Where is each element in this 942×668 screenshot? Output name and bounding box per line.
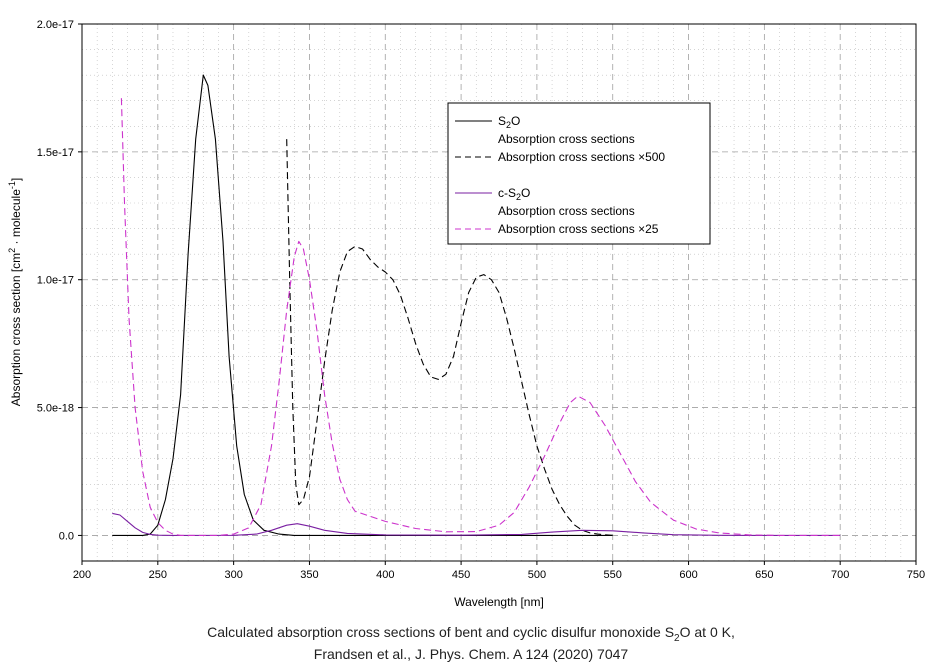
x-axis-label: Wavelength [nm] bbox=[454, 595, 544, 609]
x-axis-ticks: 200 250 300 350 400 450 500 550 600 650 700 750 bbox=[73, 561, 925, 581]
x-tick-label: 400 bbox=[376, 569, 394, 581]
y-axis-ticks: 0.0 5.0e-18 1.0e-17 1.5e-17 2.0e-17 bbox=[37, 19, 82, 542]
legend-group-cs2o: c-S2O bbox=[498, 186, 530, 202]
series-line-1 bbox=[112, 74, 613, 536]
legend-item-s2o-dashed: Absorption cross sections ×500 bbox=[498, 150, 665, 164]
x-tick-label: 750 bbox=[907, 569, 925, 581]
series-line-4 bbox=[120, 98, 841, 536]
x-tick-label: 250 bbox=[149, 569, 167, 581]
x-tick-label: 450 bbox=[452, 569, 470, 581]
figure-caption-line1: Calculated absorption cross sections of … bbox=[207, 624, 735, 644]
legend-item-s2o-solid: Absorption cross sections bbox=[498, 132, 635, 146]
y-tick-label: 5.0e-18 bbox=[37, 403, 74, 415]
y-tick-label: 0.0 bbox=[59, 530, 74, 542]
y-tick-label: 1.0e-17 bbox=[37, 275, 74, 287]
legend-item-cs2o-solid: Absorption cross sections bbox=[498, 204, 635, 218]
x-tick-label: 600 bbox=[679, 569, 697, 581]
series-line-3 bbox=[112, 512, 841, 536]
x-tick-label: 700 bbox=[831, 569, 849, 581]
legend-box bbox=[447, 102, 711, 245]
legend-item-cs2o-dashed: Absorption cross sections ×25 bbox=[498, 222, 659, 236]
legend: S2O Absorption cross sections Absorption… bbox=[447, 102, 711, 245]
legend-group-s2o: S2O bbox=[498, 114, 520, 130]
y-tick-label: 1.5e-17 bbox=[37, 147, 74, 159]
x-tick-label: 300 bbox=[224, 569, 242, 581]
x-tick-label: 200 bbox=[73, 569, 91, 581]
x-tick-label: 550 bbox=[604, 569, 622, 581]
x-tick-label: 350 bbox=[300, 569, 318, 581]
y-tick-label: 2.0e-17 bbox=[37, 19, 74, 31]
series-lines bbox=[112, 74, 841, 536]
plot-frame bbox=[81, 23, 917, 562]
y-axis-label: Absorption cross section [cm2 · molecule… bbox=[7, 178, 23, 406]
series-line-2 bbox=[286, 139, 613, 536]
x-tick-label: 650 bbox=[755, 569, 773, 581]
x-tick-label: 500 bbox=[528, 569, 546, 581]
figure-caption-line2: Frandsen et al., J. Phys. Chem. A 124 (2… bbox=[313, 646, 629, 662]
